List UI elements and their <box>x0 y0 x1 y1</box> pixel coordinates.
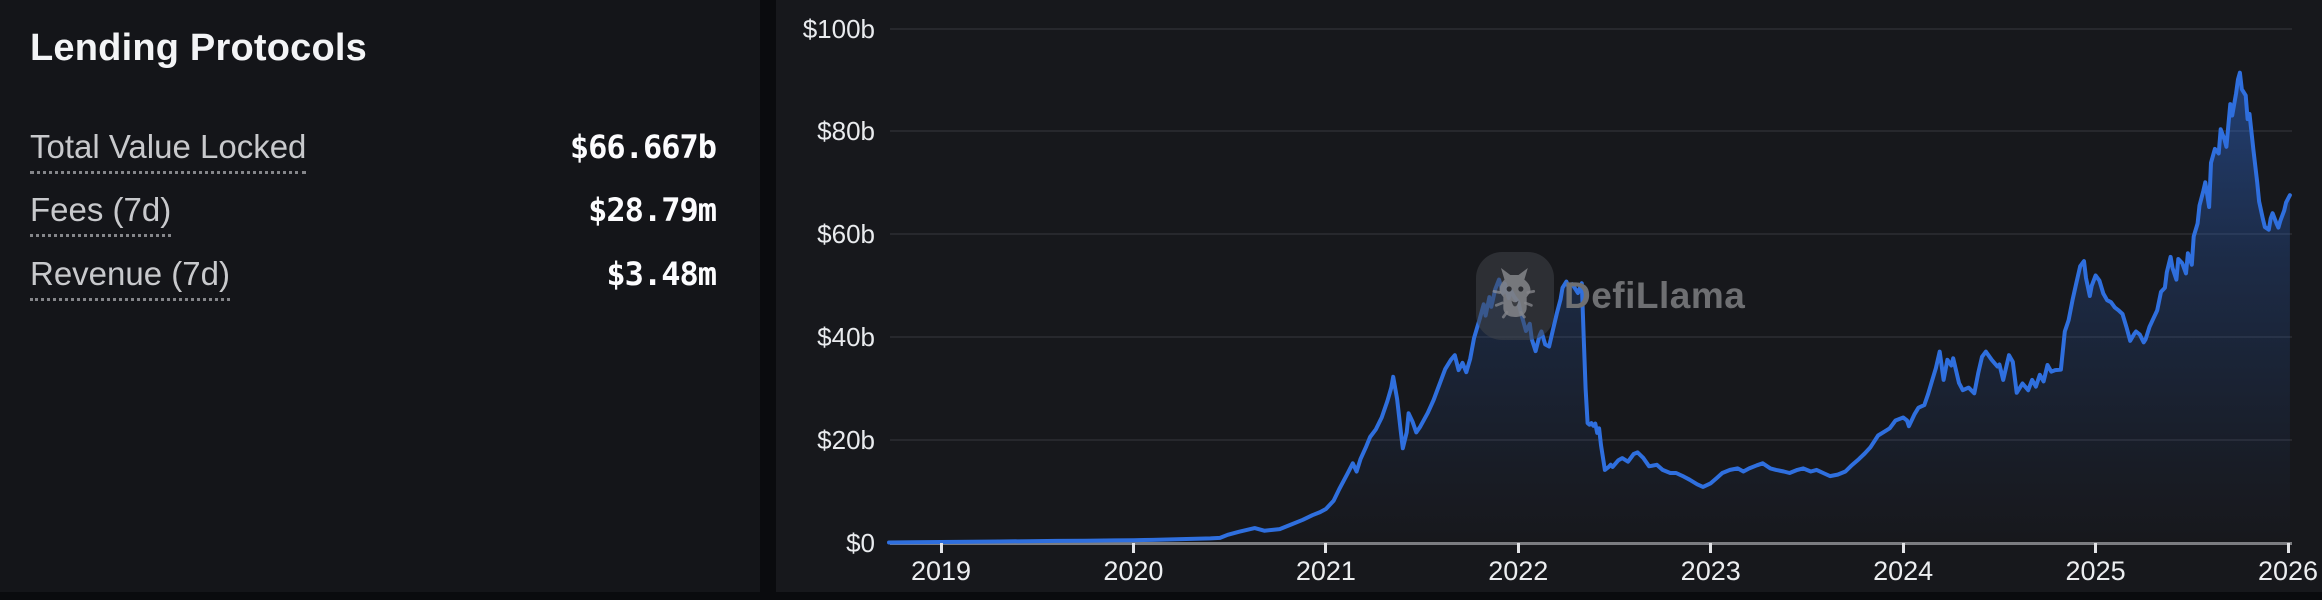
fees-value: $28.79m <box>588 191 717 229</box>
y-axis-label: $0 <box>846 528 875 558</box>
x-axis-tick <box>1709 543 1713 553</box>
y-gridline <box>890 233 2292 236</box>
x-axis-tick <box>1516 543 1520 553</box>
x-axis-tick <box>2094 543 2098 553</box>
tvl-label[interactable]: Total Value Locked <box>30 128 307 174</box>
y-axis-label: $40b <box>817 322 875 353</box>
x-axis-tick <box>1131 543 1135 553</box>
x-axis-label: 2025 <box>2065 556 2126 586</box>
x-axis-label: 2026 <box>2257 556 2319 586</box>
fees-label[interactable]: Fees (7d) <box>30 191 172 237</box>
x-axis-tick <box>1324 543 1328 553</box>
x-axis-label: 2021 <box>1295 556 1356 586</box>
tvl-line <box>887 70 2292 545</box>
revenue-label[interactable]: Revenue (7d) <box>30 255 230 301</box>
x-axis-label: 2023 <box>1680 556 1741 586</box>
tvl-area-chart[interactable] <box>776 0 2322 592</box>
x-axis-label: 2024 <box>1873 556 1934 586</box>
x-axis-label: 2022 <box>1488 556 1549 586</box>
x-axis-label: 2020 <box>1103 556 1164 586</box>
x-axis-tick <box>939 543 943 553</box>
x-axis-tick <box>2286 543 2290 553</box>
y-gridline <box>890 130 2292 133</box>
x-axis-tick <box>1901 543 1905 553</box>
summary-panel: Lending Protocols Total Value Locked $66… <box>0 0 760 592</box>
stat-row-tvl: Total Value Locked $66.667b <box>30 128 717 174</box>
y-axis-label: $20b <box>817 425 875 456</box>
stat-row-revenue: Revenue (7d) $3.48m <box>30 255 717 301</box>
y-gridline <box>890 27 2292 30</box>
x-axis-line <box>890 542 2292 545</box>
stat-row-fees: Fees (7d) $28.79m <box>30 191 717 237</box>
y-axis-label: $100b <box>802 13 875 44</box>
revenue-value: $3.48m <box>606 255 717 293</box>
tvl-area-fill <box>889 72 2290 543</box>
y-gridline <box>890 336 2292 339</box>
page-title: Lending Protocols <box>30 27 367 69</box>
x-axis-label: 2019 <box>910 556 972 586</box>
y-axis-label: $80b <box>817 116 875 147</box>
tvl-value: $66.667b <box>569 128 717 166</box>
tvl-chart-panel: $0 $20b $40b $60b $80b $100b 2019 2020 2021 2022 2… <box>776 0 2322 592</box>
y-axis-label: $60b <box>817 219 875 250</box>
